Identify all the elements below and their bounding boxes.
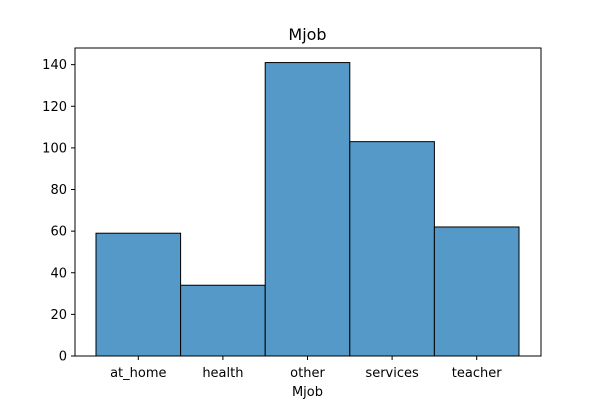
chart-title: Mjob — [288, 25, 326, 44]
x-tick-label: services — [365, 366, 419, 381]
y-tick-label: 80 — [50, 183, 67, 198]
x-axis-label: Mjob — [292, 385, 323, 400]
x-tick-label: other — [290, 366, 325, 381]
y-axis: 0 20 40 60 80 100 120 140 — [42, 58, 75, 365]
x-tick-label: teacher — [452, 366, 502, 381]
x-tick-label: health — [202, 366, 243, 381]
bar-other — [264, 62, 351, 357]
x-axis: at_home health other services teacher — [110, 356, 502, 381]
y-tick-label: 40 — [50, 266, 67, 281]
bar-health — [180, 284, 266, 357]
bar-services — [349, 141, 435, 357]
plot-frame — [74, 47, 542, 357]
y-tick-label: 140 — [42, 58, 67, 73]
y-tick-label: 20 — [50, 308, 67, 323]
y-tick-label: 0 — [59, 350, 67, 365]
bar-at-home — [95, 232, 182, 357]
bars-group — [95, 62, 520, 357]
bar-teacher — [433, 226, 520, 357]
y-tick-label: 120 — [42, 100, 67, 115]
x-tick-label: at_home — [110, 366, 166, 381]
y-tick-label: 60 — [50, 225, 67, 240]
y-tick-label: 100 — [42, 141, 67, 156]
